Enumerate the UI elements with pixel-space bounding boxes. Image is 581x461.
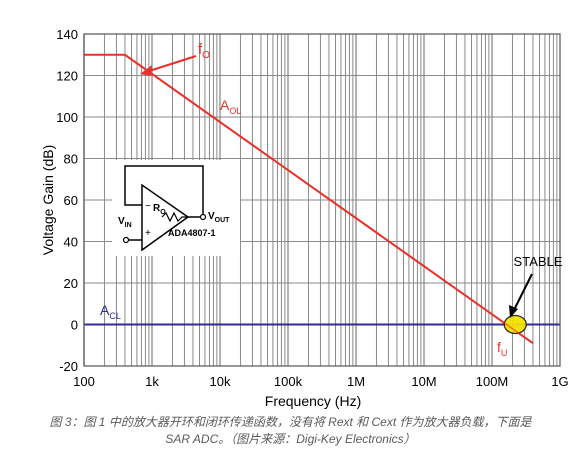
stable-pointer-arrowhead [509, 305, 518, 318]
ro-label: RO [153, 203, 166, 216]
y-tick-label: 120 [56, 69, 78, 84]
y-tick-label: 80 [64, 152, 78, 167]
x-tick-label: 1k [145, 374, 159, 389]
acl-label-sub: CL [109, 311, 121, 321]
vout-label-sub: OUT [215, 217, 231, 224]
plus-sign: + [145, 228, 151, 239]
series-group [84, 53, 560, 345]
x-tick-label: 10M [411, 374, 436, 389]
output-terminal [199, 213, 207, 221]
stable-label: STABLE [514, 254, 563, 269]
x-tick-label: 1G [551, 374, 568, 389]
figure-caption: 图 3：图 1 中的放大器开环和闭环传递函数，没有将 Rext 和 Cext 作… [0, 414, 581, 448]
x-tick-label: 100 [73, 374, 95, 389]
x-axis-label: Frequency (Hz) [265, 393, 361, 409]
y-tick-label: 60 [64, 193, 78, 208]
vout-label: VOUT [208, 211, 230, 224]
y-tick-label: -20 [59, 359, 78, 374]
caption-line-2: SAR ADC。（图片来源：Digi-Key Electronics） [165, 432, 416, 446]
opamp-triangle [141, 183, 190, 252]
stable-crossing-marker [503, 314, 527, 335]
x-tick-label: 1M [347, 374, 365, 389]
fo-pointer-arrowhead [140, 65, 152, 76]
y-tick-label: 40 [64, 235, 78, 250]
aol-label: AOL [220, 97, 241, 116]
aol-overlay-line [124, 54, 534, 344]
minus-sign: − [145, 201, 151, 212]
y-tick-label: 20 [64, 276, 78, 291]
part-number-label: ADA4807-1 [168, 228, 216, 238]
fo-pointer-line [145, 55, 197, 73]
feedback-wire [124, 165, 204, 217]
x-tick-labels: 100 1k 10k 100k 1M 10M 100M 1G [73, 374, 569, 389]
y-axis-label: Voltage Gain (dB) [40, 145, 56, 256]
x-tick-label: 100M [476, 374, 509, 389]
caption-line-1: 图 3：图 1 中的放大器开环和闭环传递函数，没有将 Rext 和 Cext 作… [49, 415, 532, 429]
x-tick-label: 100k [274, 374, 303, 389]
y-tick-labels: -20 0 20 40 60 80 100 120 140 [56, 27, 78, 374]
fu-label: fU [497, 339, 507, 358]
plot-border [83, 33, 561, 367]
fo-label: fO [198, 41, 210, 61]
vin-label: VIN [118, 216, 132, 229]
input-terminal [122, 236, 130, 244]
stable-pointer-line [513, 273, 533, 311]
x-tick-label: 10k [210, 374, 231, 389]
y-tick-label: 140 [56, 27, 78, 42]
fo-label-sub: O [202, 50, 210, 61]
ro-label-sub: O [160, 209, 166, 216]
vin-label-sub: IN [125, 222, 132, 229]
acl-label: ACL [100, 302, 121, 321]
fu-label-sub: U [501, 348, 508, 358]
y-tick-label: 100 [56, 110, 78, 125]
ro-resistor-symbol [161, 211, 188, 223]
aol-label-sub: OL [229, 106, 241, 116]
y-tick-label: 0 [71, 318, 78, 333]
amplifier-schematic-inset: − + RO VIN VOUT ADA4807-1 [112, 160, 240, 256]
plot-frame [83, 33, 561, 367]
